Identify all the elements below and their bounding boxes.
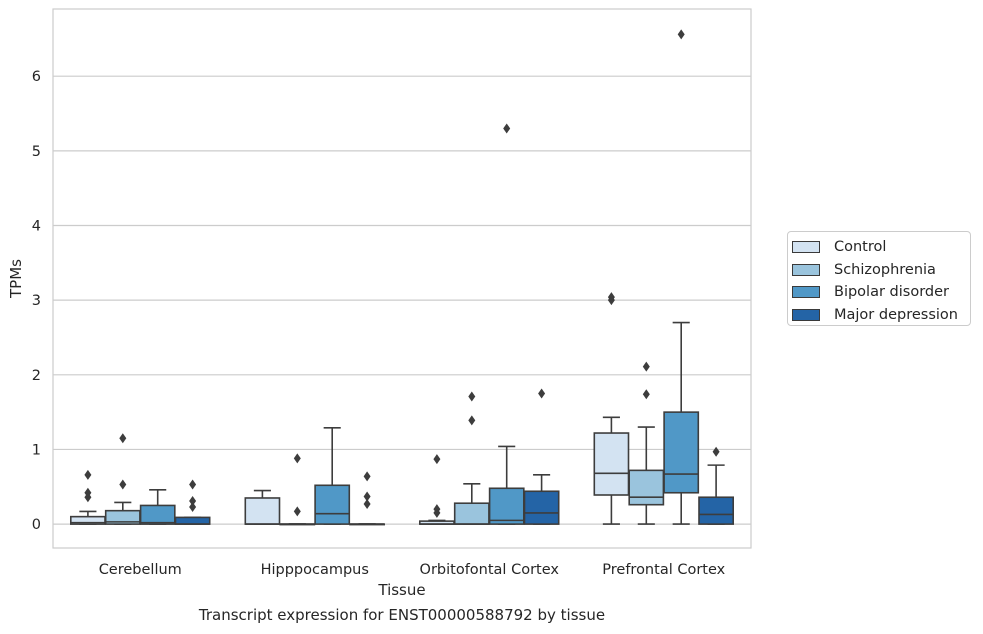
outlier-point xyxy=(119,433,127,444)
outlier-point xyxy=(712,446,720,457)
outlier-point xyxy=(642,361,650,372)
legend-swatch xyxy=(792,286,820,299)
outlier-point xyxy=(538,388,546,399)
x-axis-ticks: Cerebellum Hipppocampus Orbitofontal Corte… xyxy=(99,562,726,578)
outlier-point xyxy=(189,495,197,506)
outlier-point xyxy=(677,29,685,40)
outlier-point xyxy=(119,479,127,490)
y-tick-label: 6 xyxy=(32,69,41,85)
legend-item: Major depression xyxy=(792,304,970,327)
outlier-point xyxy=(293,506,301,517)
y-tick-label: 0 xyxy=(32,517,41,533)
outlier-point xyxy=(433,504,441,515)
box-bipolar-disorder xyxy=(314,427,351,525)
legend: Control Schizophrenia Bipolar disorder Majo… xyxy=(787,231,971,326)
legend-swatch xyxy=(792,308,820,321)
y-tick-label: 3 xyxy=(32,293,41,309)
y-tick-label: 4 xyxy=(32,218,41,234)
outlier-point xyxy=(293,453,301,464)
grid-lines xyxy=(53,75,751,525)
outlier-point xyxy=(468,391,476,402)
legend-label: Major depression xyxy=(834,306,958,323)
legend-swatch xyxy=(792,241,820,254)
box-control xyxy=(69,469,106,525)
outlier-point xyxy=(642,389,650,400)
legend-label: Schizophrenia xyxy=(834,261,936,278)
x-axis-label: Tissue xyxy=(377,581,425,599)
x-tick-label: Cerebellum xyxy=(99,562,182,578)
outlier-point xyxy=(189,501,197,512)
y-tick-label: 2 xyxy=(32,368,41,384)
box-bipolar-disorder xyxy=(663,29,700,525)
box-control xyxy=(244,489,281,525)
box-schizophrenia xyxy=(104,433,141,525)
outlier-point xyxy=(363,491,371,502)
y-tick-label: 5 xyxy=(32,144,41,160)
outlier-point xyxy=(468,415,476,426)
legend-item: Schizophrenia xyxy=(792,259,970,282)
outlier-point xyxy=(363,498,371,509)
outlier-point xyxy=(503,123,511,134)
legend-label: Bipolar disorder xyxy=(834,284,949,301)
outlier-point xyxy=(363,471,371,482)
x-tick-label: Orbitofontal Cortex xyxy=(420,562,560,578)
outlier-point xyxy=(607,292,615,303)
box-plots xyxy=(69,29,735,526)
y-tick-label: 1 xyxy=(32,442,41,458)
box-schizophrenia xyxy=(628,361,665,525)
box-bipolar-disorder xyxy=(139,488,176,525)
y-axis-label: TPMs xyxy=(7,259,25,299)
x-tick-label: Hipppocampus xyxy=(261,562,369,578)
legend-swatch xyxy=(792,263,820,276)
box-major-depression xyxy=(349,471,386,526)
outlier-point xyxy=(189,479,197,490)
outlier-point xyxy=(433,454,441,465)
plot-area xyxy=(52,8,752,549)
box-control xyxy=(593,292,630,525)
legend-label: Control xyxy=(834,239,887,256)
box-control xyxy=(418,454,455,525)
box-major-depression xyxy=(174,479,211,525)
box-major-depression xyxy=(698,446,735,525)
legend-item: Control xyxy=(792,236,970,259)
x-tick-label: Prefrontal Cortex xyxy=(602,562,725,578)
box-schizophrenia xyxy=(279,453,316,526)
outlier-point xyxy=(84,487,92,498)
box-major-depression xyxy=(523,388,560,525)
legend-item: Bipolar disorder xyxy=(792,281,970,304)
outlier-point xyxy=(84,469,92,480)
box-bipolar-disorder xyxy=(488,123,525,525)
box-schizophrenia xyxy=(453,391,490,525)
y-axis-ticks: 0 1 2 3 4 5 6 xyxy=(32,69,41,533)
chart-caption: Transcript expression for ENST0000058879… xyxy=(198,606,606,624)
